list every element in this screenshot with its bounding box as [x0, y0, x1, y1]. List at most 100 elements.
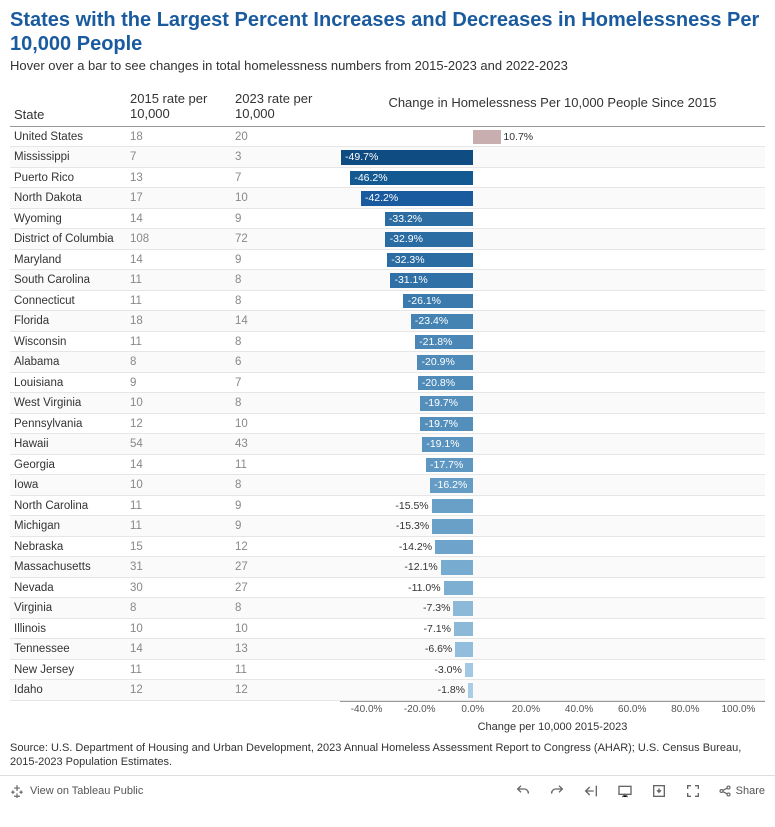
- table-row: Idaho1212: [10, 680, 340, 701]
- cell-2015: 14: [130, 213, 235, 225]
- chart-row[interactable]: -23.4%: [340, 311, 765, 332]
- chart-row[interactable]: -19.7%: [340, 393, 765, 414]
- chart-bar[interactable]: [468, 683, 473, 698]
- cell-state: Wisconsin: [10, 336, 130, 348]
- bar-label: -3.0%: [434, 663, 464, 678]
- cell-state: Pennsylvania: [10, 418, 130, 430]
- axis-tick: -40.0%: [351, 704, 383, 715]
- chart-row[interactable]: -15.5%: [340, 496, 765, 517]
- cell-state: Wyoming: [10, 213, 130, 225]
- bar-label: -21.8%: [419, 335, 452, 350]
- bar-label: -33.2%: [389, 212, 422, 227]
- chart-row[interactable]: -12.1%: [340, 557, 765, 578]
- bar-label: -7.3%: [423, 601, 453, 616]
- axis-tick: 0.0%: [461, 704, 484, 715]
- cell-state: Maryland: [10, 254, 130, 266]
- bar-label: -20.9%: [422, 355, 455, 370]
- cell-2023: 7: [235, 172, 340, 184]
- cell-2023: 72: [235, 233, 340, 245]
- bar-label: -20.8%: [422, 376, 455, 391]
- chart-row[interactable]: -3.0%: [340, 660, 765, 681]
- download-icon[interactable]: [650, 782, 668, 800]
- cell-state: Florida: [10, 315, 130, 327]
- cell-2023: 11: [235, 664, 340, 676]
- redo-icon[interactable]: [548, 782, 566, 800]
- share-button[interactable]: Share: [718, 784, 765, 798]
- chart-bar[interactable]: [454, 622, 473, 637]
- cell-2015: 11: [130, 520, 235, 532]
- bar-label: -49.7%: [345, 150, 378, 165]
- chart-row[interactable]: -19.1%: [340, 434, 765, 455]
- chart-row[interactable]: -31.1%: [340, 270, 765, 291]
- cell-state: Connecticut: [10, 295, 130, 307]
- cell-state: West Virginia: [10, 397, 130, 409]
- chart-row[interactable]: -42.2%: [340, 188, 765, 209]
- cell-state: New Jersey: [10, 664, 130, 676]
- chart-row[interactable]: -17.7%: [340, 455, 765, 476]
- bar-label: -14.2%: [399, 540, 435, 555]
- bar-label: 10.7%: [503, 130, 533, 145]
- chart-row[interactable]: -21.8%: [340, 332, 765, 353]
- reset-icon[interactable]: [582, 782, 600, 800]
- cell-2023: 8: [235, 479, 340, 491]
- chart-row[interactable]: 10.7%: [340, 127, 765, 148]
- chart-bar[interactable]: [444, 581, 473, 596]
- cell-2015: 10: [130, 397, 235, 409]
- chart-row[interactable]: -15.3%: [340, 516, 765, 537]
- table-row: United States1820: [10, 127, 340, 148]
- cell-2015: 15: [130, 541, 235, 553]
- chart-row[interactable]: -11.0%: [340, 578, 765, 599]
- cell-2023: 6: [235, 356, 340, 368]
- chart-row[interactable]: -7.3%: [340, 598, 765, 619]
- bar-label: -6.6%: [425, 642, 455, 657]
- chart-row[interactable]: -16.2%: [340, 475, 765, 496]
- chart-title: Change in Homelessness Per 10,000 People…: [340, 79, 765, 127]
- undo-icon[interactable]: [514, 782, 532, 800]
- table-row: Nevada3027: [10, 578, 340, 599]
- cell-2015: 17: [130, 192, 235, 204]
- cell-2023: 13: [235, 643, 340, 655]
- presentation-icon[interactable]: [616, 782, 634, 800]
- chart-bar[interactable]: [455, 642, 473, 657]
- chart-row[interactable]: -7.1%: [340, 619, 765, 640]
- cell-state: Idaho: [10, 684, 130, 696]
- chart-row[interactable]: -33.2%: [340, 209, 765, 230]
- view-on-tableau-link[interactable]: View on Tableau Public: [10, 784, 143, 798]
- table-row: Nebraska1512: [10, 537, 340, 558]
- fullscreen-icon[interactable]: [684, 782, 702, 800]
- bar-label: -19.7%: [425, 417, 458, 432]
- cell-2015: 14: [130, 254, 235, 266]
- chart-row[interactable]: -32.3%: [340, 250, 765, 271]
- axis-tick: -20.0%: [404, 704, 436, 715]
- bar-label: -46.2%: [354, 171, 387, 186]
- chart-x-axis: -40.0%-20.0%0.0%20.0%40.0%60.0%80.0%100.…: [340, 701, 765, 719]
- table-row: Maryland149: [10, 250, 340, 271]
- chart-bar[interactable]: [453, 601, 472, 616]
- table-row: North Carolina119: [10, 496, 340, 517]
- chart-row[interactable]: -19.7%: [340, 414, 765, 435]
- chart-row[interactable]: -20.8%: [340, 373, 765, 394]
- chart-row[interactable]: -26.1%: [340, 291, 765, 312]
- chart-row[interactable]: -6.6%: [340, 639, 765, 660]
- chart-bar[interactable]: [465, 663, 473, 678]
- chart-row[interactable]: -49.7%: [340, 147, 765, 168]
- chart-row[interactable]: -1.8%: [340, 680, 765, 701]
- chart-bar[interactable]: [432, 519, 473, 534]
- cell-2023: 10: [235, 623, 340, 635]
- chart-row[interactable]: -20.9%: [340, 352, 765, 373]
- bar-label: -15.5%: [395, 499, 431, 514]
- chart-bar[interactable]: [432, 499, 473, 514]
- table-row: South Carolina118: [10, 270, 340, 291]
- cell-2015: 54: [130, 438, 235, 450]
- cell-2015: 14: [130, 643, 235, 655]
- chart-bar[interactable]: [441, 560, 473, 575]
- chart-row[interactable]: -32.9%: [340, 229, 765, 250]
- chart-bar[interactable]: [473, 130, 501, 145]
- table-row: Michigan119: [10, 516, 340, 537]
- chart-bar[interactable]: [435, 540, 473, 555]
- chart-row[interactable]: -46.2%: [340, 168, 765, 189]
- col-header-2015: 2015 rate per 10,000: [130, 91, 235, 122]
- cell-2023: 11: [235, 459, 340, 471]
- chart-row[interactable]: -14.2%: [340, 537, 765, 558]
- table-row: Alabama86: [10, 352, 340, 373]
